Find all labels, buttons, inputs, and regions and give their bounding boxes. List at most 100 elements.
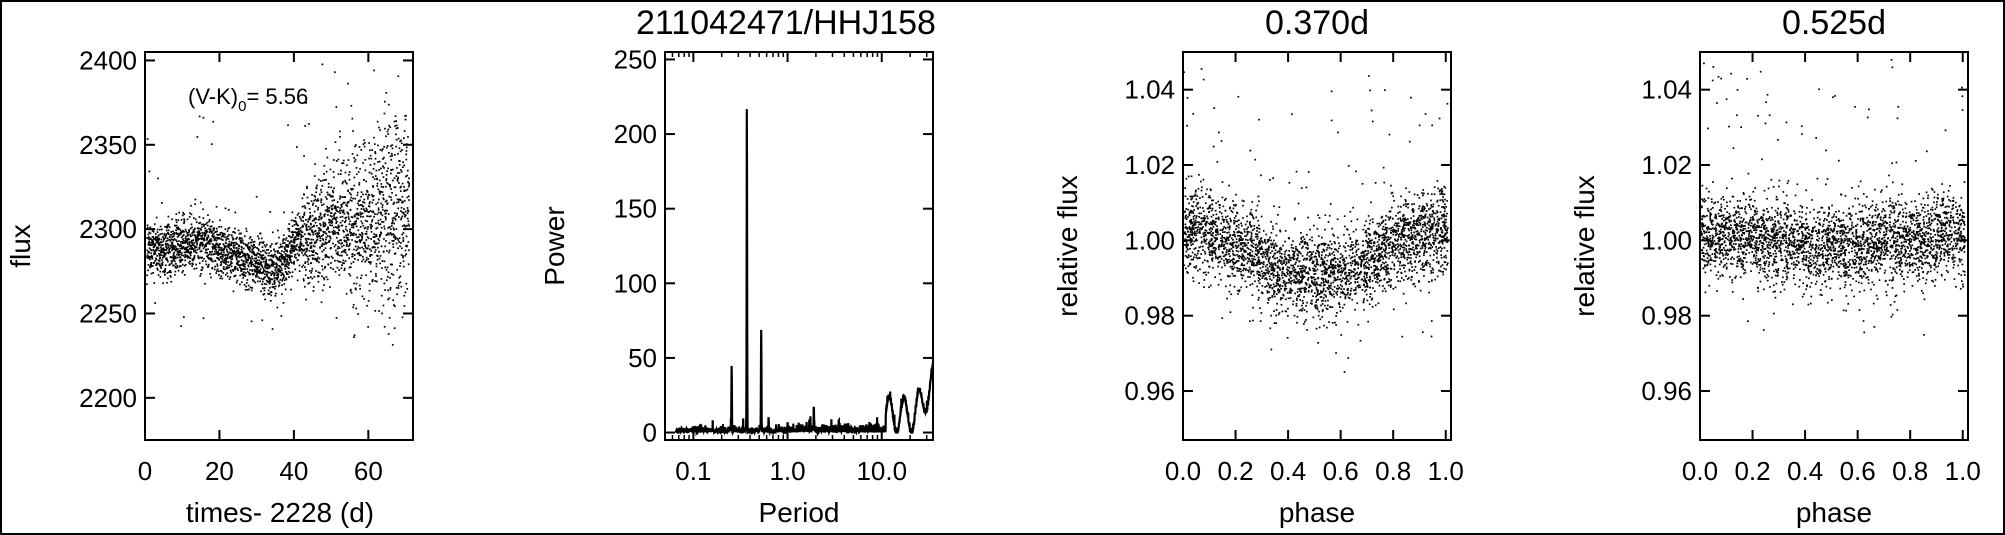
lightcurve-point <box>213 228 215 230</box>
phase-0370-point <box>1397 218 1399 220</box>
lightcurve-point <box>228 245 230 248</box>
lightcurve-point <box>362 258 365 261</box>
phase-0370-point <box>1220 258 1223 260</box>
phase-0370-point <box>1260 247 1263 250</box>
phase-0370-point <box>1287 297 1290 300</box>
lightcurve-point <box>386 233 389 236</box>
lightcurve-point <box>223 258 226 260</box>
phase-0370-point <box>1338 278 1340 281</box>
lightcurve-point <box>391 240 394 242</box>
lightcurve-point <box>301 252 303 254</box>
lightcurve-point <box>162 247 165 250</box>
phase-0370-point <box>1275 284 1278 287</box>
lightcurve-point <box>346 211 349 214</box>
lightcurve-point <box>253 280 256 283</box>
lightcurve-point <box>271 286 274 288</box>
lightcurve-point <box>391 217 394 220</box>
lightcurve-point <box>171 243 174 245</box>
lightcurve-point <box>350 291 353 294</box>
lightcurve-point <box>355 288 357 291</box>
lightcurve-point <box>211 230 213 233</box>
phase-0370-point <box>1249 268 1251 271</box>
lightcurve-point <box>214 237 217 240</box>
phase-0370-point <box>1340 334 1343 336</box>
lightcurve-point <box>362 242 365 244</box>
phase-0370-point <box>1405 275 1407 277</box>
lightcurve-point <box>408 182 410 185</box>
lightcurve-point <box>342 209 345 212</box>
lightcurve-point <box>172 246 174 248</box>
lightcurve-point <box>377 201 379 204</box>
phase-0370-point <box>1390 184 1392 187</box>
lightcurve-point <box>374 175 377 177</box>
lightcurve-point <box>200 235 202 237</box>
phase-0370-point <box>1433 250 1436 252</box>
lightcurve-point <box>216 243 219 246</box>
phase-0370-point <box>1385 247 1387 250</box>
periodogram-y-label: Power <box>539 206 570 285</box>
lightcurve-point <box>313 210 316 213</box>
phase-0370-point <box>1191 228 1193 231</box>
phase-0370-point <box>1321 258 1324 261</box>
lightcurve-point <box>260 264 263 266</box>
phase-0370-point <box>1264 274 1267 276</box>
lightcurve-point <box>372 210 374 213</box>
phase-0370-point <box>1273 257 1276 260</box>
lightcurve-point <box>291 262 293 264</box>
lightcurve-point <box>261 246 264 248</box>
phase-0370-point <box>1213 107 1215 109</box>
phase-0370-point <box>1305 246 1307 249</box>
lightcurve-point <box>319 212 322 215</box>
phase-0370-point <box>1324 262 1326 265</box>
phase-0370-point <box>1185 218 1188 220</box>
phase-0370-point <box>1423 206 1425 208</box>
lightcurve-point <box>383 156 385 159</box>
lightcurve-point <box>402 213 405 215</box>
phase-0370-point <box>1392 308 1395 311</box>
phase-0370-point <box>1239 239 1242 241</box>
phase-0370-point <box>1254 158 1257 161</box>
lightcurve-point <box>184 246 187 249</box>
lightcurve-point <box>232 238 235 240</box>
lightcurve-point <box>243 271 245 273</box>
phase-0370-point <box>1435 223 1438 225</box>
phase-0370-point <box>1309 259 1311 262</box>
lightcurve-point <box>298 254 301 256</box>
phase-0370-point <box>1290 272 1293 275</box>
lightcurve-point <box>378 179 381 182</box>
phase-0370-point <box>1305 258 1308 261</box>
lightcurve-point <box>302 220 305 222</box>
phase-0370-point <box>1369 296 1371 298</box>
lightcurve-point <box>254 254 256 256</box>
phase-0370-point <box>1408 234 1411 236</box>
phase-0370-point <box>1403 221 1405 223</box>
phase-0370-point <box>1184 254 1187 257</box>
lightcurve-point <box>221 254 224 256</box>
lightcurve-point <box>279 278 282 281</box>
lightcurve-point <box>339 216 342 218</box>
lightcurve-point <box>344 260 347 262</box>
phase-0370-point <box>1318 310 1320 313</box>
lightcurve-point <box>226 257 229 260</box>
phase-0370-point <box>1374 253 1376 255</box>
phase-0370-point <box>1288 256 1291 258</box>
lightcurve-point <box>165 240 168 243</box>
phase-0370-point <box>1202 210 1205 212</box>
phase-0370-point <box>1251 283 1254 285</box>
lightcurve-point <box>313 224 315 227</box>
phase-0370-point <box>1417 224 1420 227</box>
lightcurve-point <box>399 150 402 153</box>
phase-0370-point <box>1355 292 1357 295</box>
phase-0370-point <box>1216 256 1219 259</box>
lightcurve-point <box>348 173 350 176</box>
lightcurve-point <box>390 272 393 275</box>
phase-0370-point <box>1249 211 1252 214</box>
lightcurve-point <box>352 303 355 306</box>
lightcurve-point <box>177 248 179 250</box>
lightcurve-point <box>157 247 160 250</box>
lightcurve-point <box>159 253 161 256</box>
lightcurve-point <box>200 223 203 226</box>
lightcurve-point <box>330 255 333 258</box>
lightcurve-point <box>373 236 376 238</box>
lightcurve-point <box>345 240 347 242</box>
